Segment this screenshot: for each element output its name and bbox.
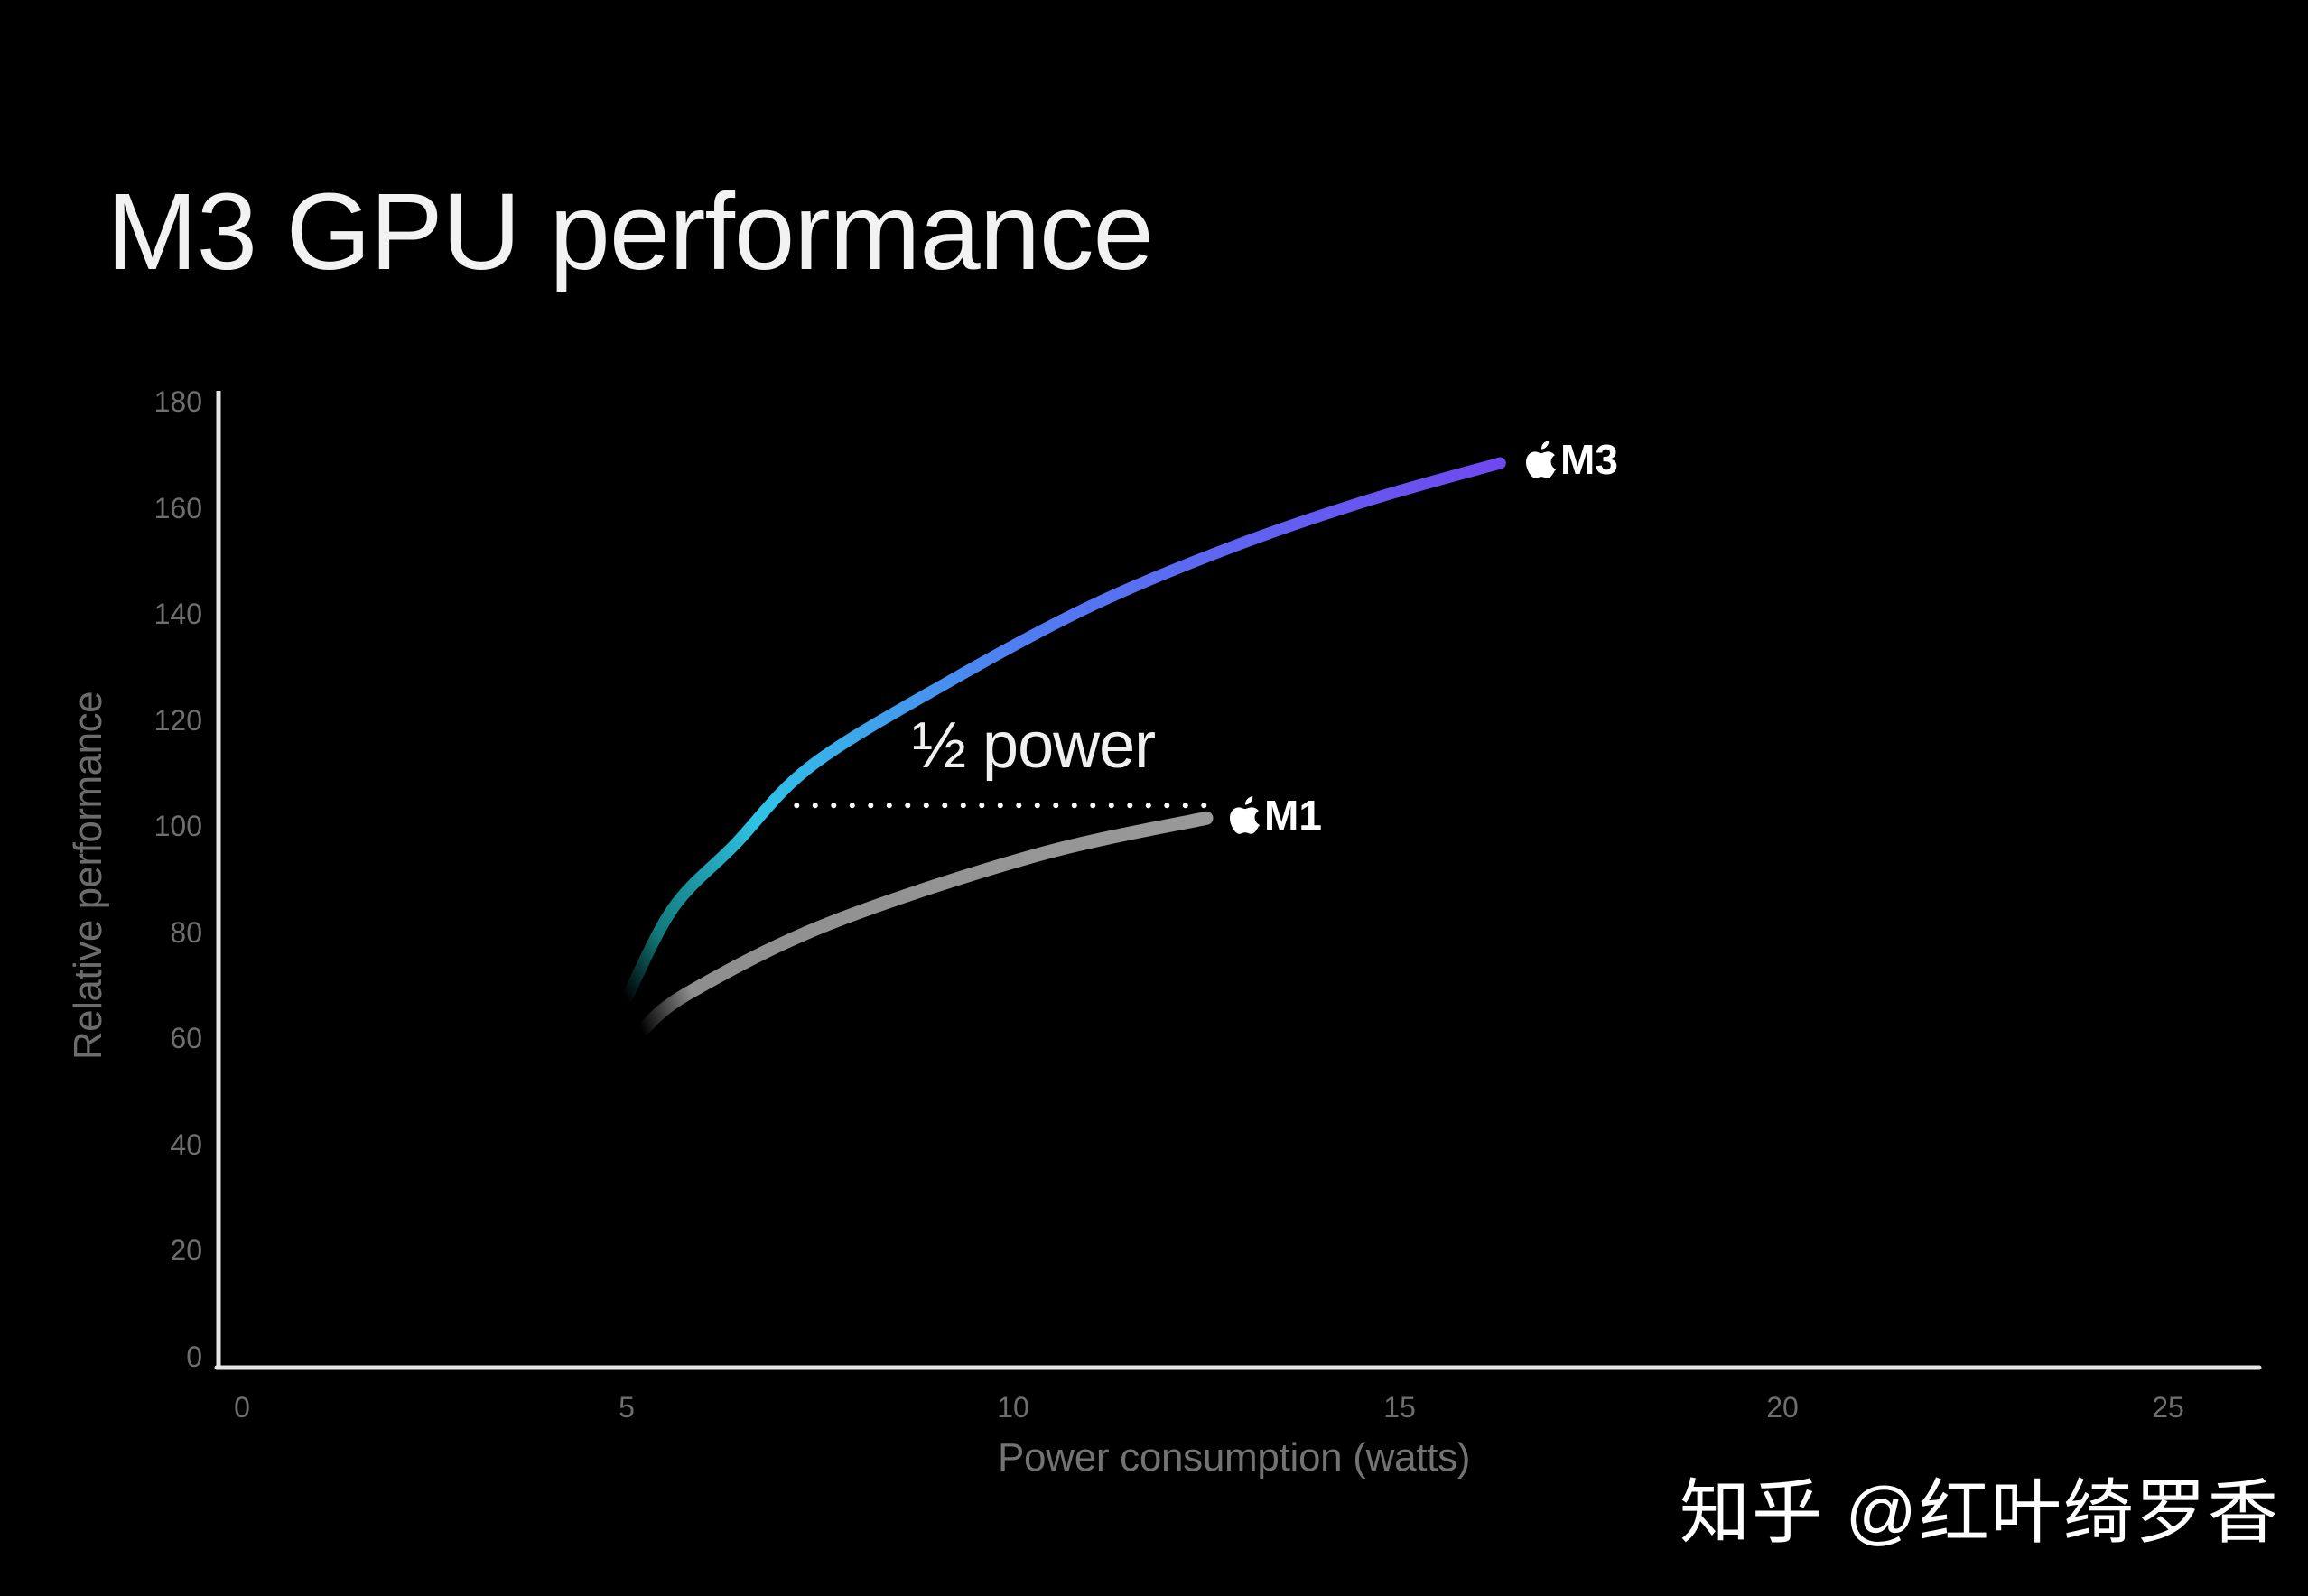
x-tick: 10 xyxy=(997,1391,1029,1424)
y-tick: 0 xyxy=(186,1341,202,1373)
y-tick: 20 xyxy=(170,1234,202,1267)
y-tick: 180 xyxy=(154,385,202,418)
m1-label-text: M1 xyxy=(1264,792,1322,839)
m3-series-label: M3 xyxy=(1526,439,1618,480)
x-tick: 0 xyxy=(234,1391,250,1424)
x-tick: 20 xyxy=(1766,1391,1799,1424)
watermark: 知乎 @红叶绮罗香 xyxy=(1680,1472,2280,1552)
chart-title: M3 GPU performance xyxy=(107,170,1154,292)
x-axis-label: Power consumption (watts) xyxy=(998,1435,1471,1480)
m3-series-line xyxy=(620,457,1506,1005)
y-axis-label: Relative performance xyxy=(66,691,110,1061)
apple-logo-icon xyxy=(1230,795,1260,834)
y-tick: 60 xyxy=(170,1022,202,1054)
y-tick: 160 xyxy=(154,492,202,524)
y-tick: 140 xyxy=(154,598,202,630)
m1-series-line xyxy=(635,811,1214,1037)
y-tick: 80 xyxy=(170,916,202,949)
apple-logo-icon xyxy=(1526,440,1556,478)
x-tick: 15 xyxy=(1383,1391,1416,1424)
x-tick: 25 xyxy=(2152,1391,2184,1424)
half-power-annotation: ½ power xyxy=(912,710,1156,782)
y-tick: 40 xyxy=(170,1128,202,1161)
m1-series-label: M1 xyxy=(1230,794,1322,836)
x-tick: 5 xyxy=(619,1391,635,1424)
y-tick: 120 xyxy=(154,704,202,737)
m3-label-text: M3 xyxy=(1560,436,1618,483)
y-tick: 100 xyxy=(154,810,202,842)
